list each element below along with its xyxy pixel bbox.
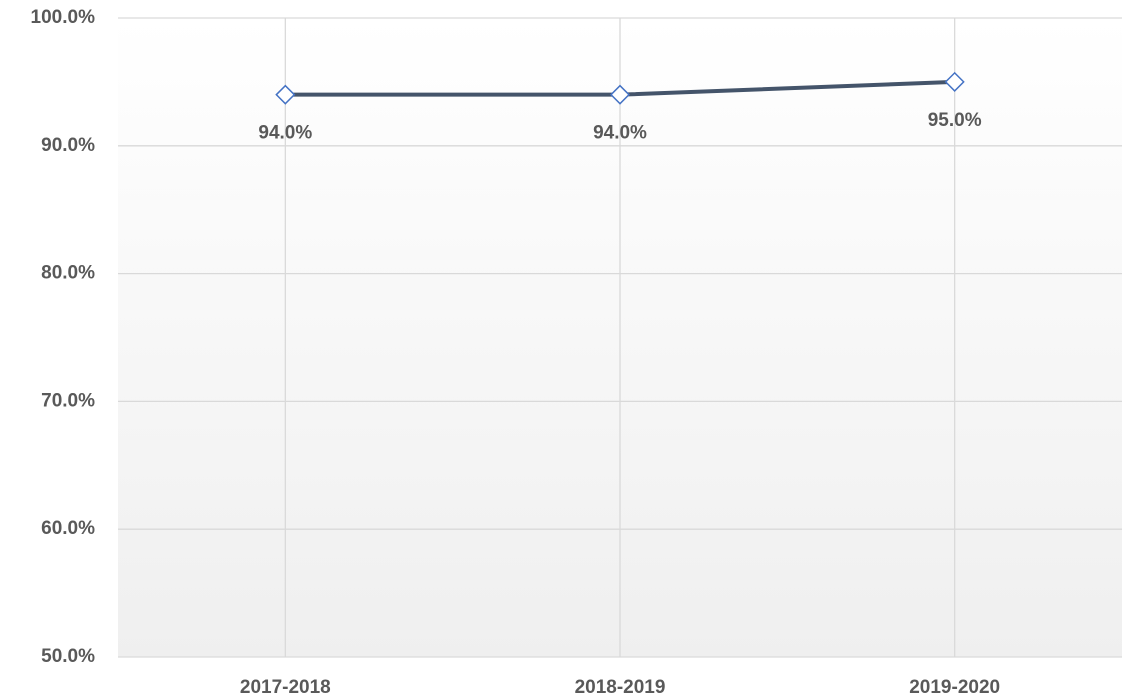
- data-label: 94.0%: [593, 123, 647, 144]
- y-tick-label: 80.0%: [41, 263, 95, 284]
- x-tick-label: 2017-2018: [240, 677, 331, 698]
- marker: [275, 84, 296, 105]
- y-tick-label: 60.0%: [41, 518, 95, 539]
- data-label: 94.0%: [258, 123, 312, 144]
- x-tick-label: 2018-2019: [575, 677, 666, 698]
- marker: [944, 71, 965, 92]
- y-tick-label: 100.0%: [31, 7, 96, 28]
- y-tick-label: 50.0%: [41, 646, 95, 667]
- data-label: 95.0%: [928, 110, 982, 131]
- y-tick-label: 90.0%: [41, 135, 95, 156]
- x-tick-label: 2019-2020: [909, 677, 1000, 698]
- y-tick-label: 70.0%: [41, 390, 95, 411]
- marker: [609, 84, 631, 105]
